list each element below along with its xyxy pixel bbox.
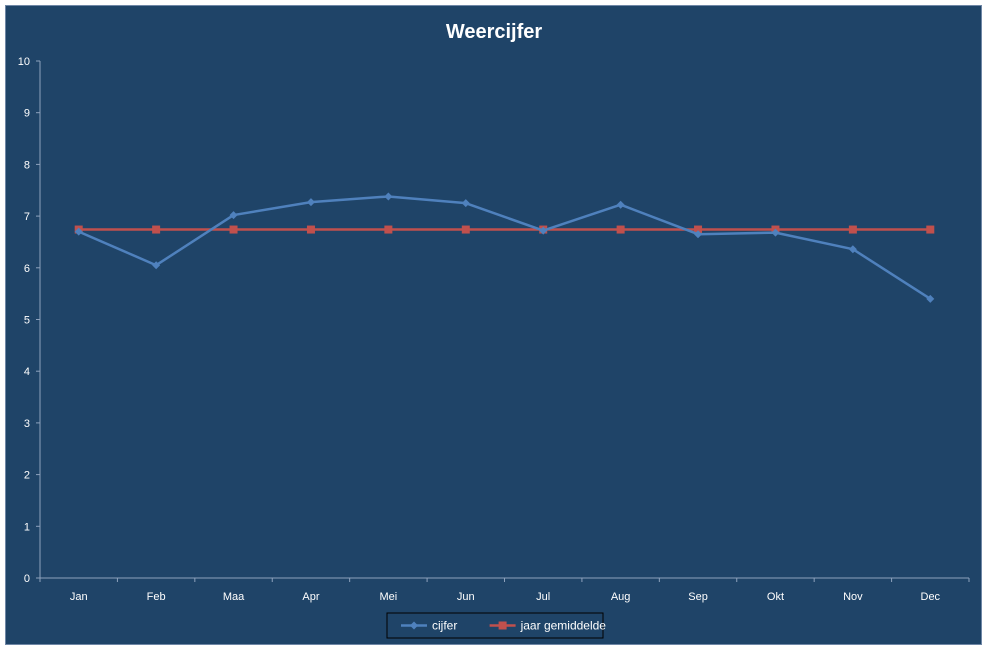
line-chart: Weercijfer 0 1 2 3 4 5 6 7 8 9 10 Jan Feb Maa Apr Mei Ju… bbox=[18, 21, 970, 639]
data-point bbox=[306, 198, 315, 207]
x-tick-label: Mei bbox=[380, 591, 398, 603]
data-point bbox=[384, 192, 393, 201]
legend-label: cijfer bbox=[432, 619, 457, 633]
data-point bbox=[384, 225, 393, 234]
data-point bbox=[771, 228, 780, 237]
data-point bbox=[461, 225, 470, 234]
x-tick-label: Maa bbox=[223, 591, 245, 603]
data-point bbox=[616, 225, 625, 234]
y-tick-label: 5 bbox=[24, 315, 30, 327]
data-point bbox=[926, 225, 935, 234]
data-point bbox=[926, 294, 935, 303]
data-point bbox=[539, 226, 548, 235]
x-tick-label: Sep bbox=[688, 591, 708, 603]
data-point bbox=[306, 225, 315, 234]
y-tick-label: 7 bbox=[24, 211, 30, 223]
y-tick-label: 1 bbox=[24, 521, 30, 533]
legend-swatch-marker bbox=[410, 621, 418, 630]
data-point bbox=[152, 225, 161, 234]
legend-entry: jaar gemiddelde bbox=[489, 619, 607, 633]
y-tick-label: 0 bbox=[24, 573, 30, 585]
x-tick-label: Jun bbox=[457, 591, 475, 603]
data-point bbox=[229, 225, 238, 234]
series-line bbox=[78, 195, 931, 300]
series-cijfer bbox=[74, 192, 935, 303]
x-tick-label: Jul bbox=[536, 591, 550, 603]
data-point bbox=[229, 211, 238, 220]
axes: 0 1 2 3 4 5 6 7 8 9 10 Jan Feb Maa Apr Mei Jun Jul Aug Sep O… bbox=[18, 56, 970, 603]
y-tick-label: 9 bbox=[24, 108, 30, 120]
x-tick-label: Nov bbox=[843, 591, 863, 603]
x-tick-label: Feb bbox=[147, 591, 166, 603]
data-point bbox=[74, 227, 83, 236]
y-tick-label: 3 bbox=[24, 418, 30, 430]
x-tick-label: Aug bbox=[611, 591, 631, 603]
legend: cijfer jaar gemiddelde bbox=[386, 612, 607, 639]
data-point bbox=[461, 199, 470, 208]
data-point bbox=[616, 200, 625, 209]
x-tick-label: Dec bbox=[921, 591, 941, 603]
chart-title: Weercijfer bbox=[446, 21, 543, 43]
y-tick-label: 10 bbox=[18, 56, 30, 68]
series-jaar-gemiddelde bbox=[74, 225, 935, 234]
x-tick-label: Apr bbox=[302, 591, 319, 603]
legend-label: jaar gemiddelde bbox=[520, 619, 607, 633]
chart-frame: Weercijfer 0 1 2 3 4 5 6 7 8 9 10 Jan Feb Maa Apr Mei Ju… bbox=[5, 5, 982, 645]
y-tick-label: 2 bbox=[24, 470, 30, 482]
legend-swatch-marker bbox=[498, 621, 507, 630]
legend-box bbox=[386, 612, 604, 639]
x-tick-label: Okt bbox=[767, 591, 784, 603]
data-point bbox=[694, 230, 703, 239]
data-point bbox=[848, 225, 857, 234]
legend-entry: cijfer bbox=[401, 619, 457, 633]
data-point bbox=[848, 245, 857, 254]
series-layer bbox=[74, 192, 935, 303]
y-tick-label: 4 bbox=[24, 366, 30, 378]
data-point bbox=[152, 261, 161, 270]
y-tick-label: 6 bbox=[24, 263, 30, 275]
y-tick-label: 8 bbox=[24, 159, 30, 171]
data-point bbox=[694, 225, 703, 234]
x-tick-label: Jan bbox=[70, 591, 88, 603]
